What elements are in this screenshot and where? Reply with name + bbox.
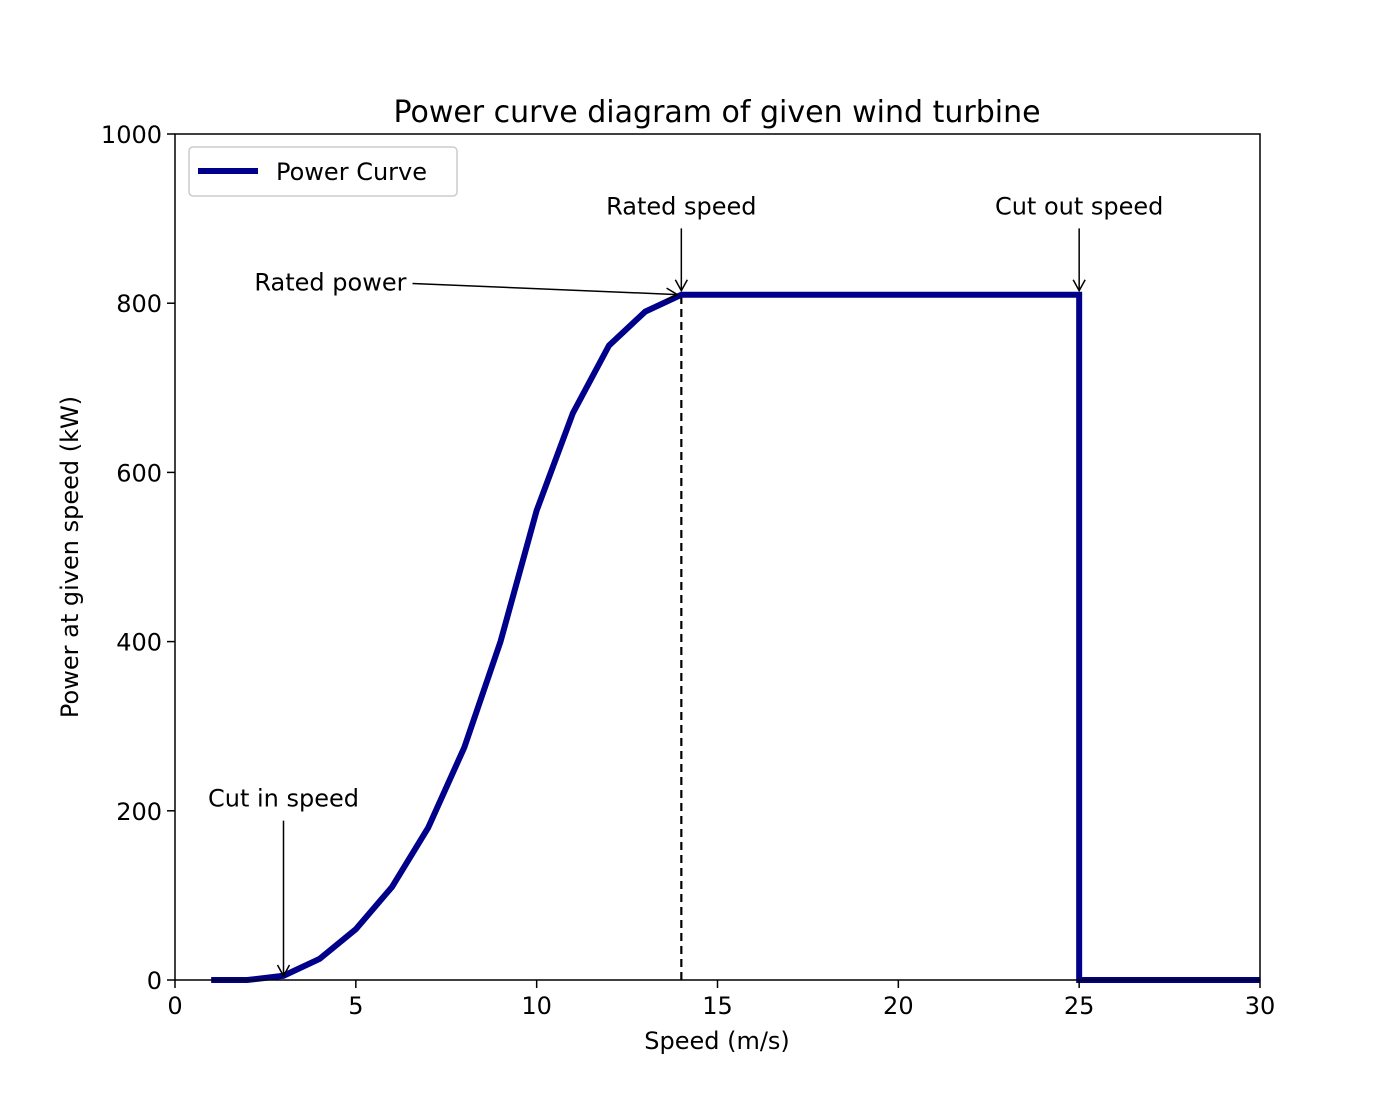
legend: Power Curve: [188, 146, 458, 197]
series-line-power-curve: [211, 291, 1260, 983]
x-tick-label: 0: [167, 992, 182, 1020]
y-tick-label: 0: [147, 967, 162, 995]
y-tick-label: 600: [116, 459, 162, 487]
x-tick-label: 20: [883, 992, 914, 1020]
chart-title: Power curve diagram of given wind turbin…: [393, 95, 1040, 130]
plot-area: 0 5 10 15 20 25 30 0 200 400 600 800 1000 Rated speed…: [101, 121, 1275, 1020]
y-tick-label: 400: [116, 629, 162, 657]
x-tick-label: 30: [1245, 992, 1276, 1020]
legend-frame: [188, 146, 458, 197]
y-tick-label: 800: [116, 290, 162, 318]
y-tick-label: 1000: [101, 121, 162, 149]
annotation-label: Cut in speed: [208, 785, 359, 813]
x-tick-label: 25: [1064, 992, 1095, 1020]
annotation-label: Cut out speed: [995, 192, 1163, 220]
x-tick-label: 15: [702, 992, 733, 1020]
y-tick-label: 200: [116, 798, 162, 826]
x-tick-label: 5: [348, 992, 363, 1020]
axes-frame: [174, 133, 1261, 981]
annotation-arrow: [412, 282, 679, 301]
x-axis-label: Speed (m/s): [644, 1027, 790, 1055]
annotation-label: Rated speed: [606, 192, 756, 220]
annotation-label: Rated power: [254, 269, 406, 297]
y-axis-label: Power at given speed (kW): [56, 396, 84, 718]
x-tick-label: 10: [521, 992, 552, 1020]
legend-label: Power Curve: [276, 158, 427, 186]
